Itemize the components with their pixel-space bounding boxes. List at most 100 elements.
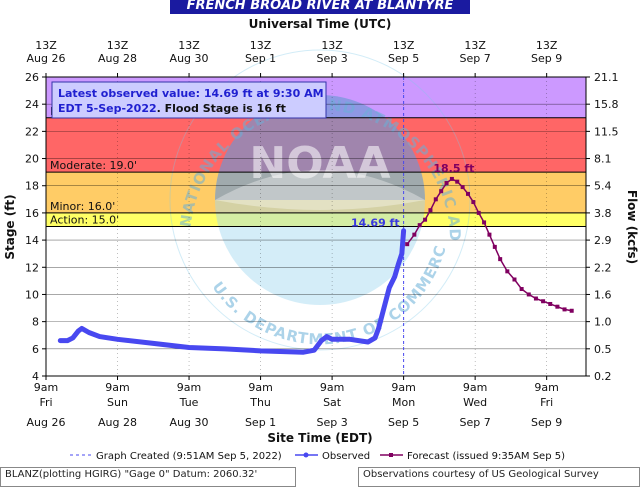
- info-line-1: Latest observed value: 14.69 ft at 9:30 …: [58, 87, 324, 100]
- forecast-point: [455, 179, 460, 184]
- info-line-2: EDT 5-Sep-2022. Flood Stage is 16 ft: [58, 102, 286, 115]
- top-tick-time: 13Z: [321, 39, 343, 52]
- band-label-action: Action: 15.0': [50, 214, 119, 227]
- band-minor: [46, 172, 586, 213]
- legend-forecast-marker: [389, 453, 393, 457]
- forecast-point: [505, 269, 510, 274]
- x-tick-time: 9am: [534, 381, 558, 394]
- x-tick-day: Mon: [392, 396, 415, 409]
- x-tick-date: Aug 30: [170, 416, 209, 429]
- legend-forecast-label: Forecast (issued 9:35AM Sep 5): [407, 451, 565, 462]
- right-tick-label: 11.5: [594, 125, 619, 138]
- band-label-moderate: Moderate: 19.0': [50, 159, 137, 172]
- forecast-peak-label: 18.5 ft: [433, 162, 474, 175]
- legend: Graph Created (9:51AM Sep 5, 2022) Obser…: [70, 451, 565, 462]
- y-tick-label: 6: [32, 343, 39, 356]
- footer-courtesy: Observations courtesy of US Geological S…: [358, 467, 640, 487]
- watermark-wave: [215, 170, 425, 210]
- right-tick-label: 1.0: [594, 316, 612, 329]
- x-tick-day: Wed: [463, 396, 487, 409]
- top-tick-date: Aug 30: [170, 52, 209, 65]
- info-box: [51, 81, 327, 119]
- top-tick-date: Sep 5: [388, 52, 419, 65]
- right-axis-title: Flow (kcfs): [625, 190, 639, 264]
- title-banner: [170, 0, 470, 14]
- top-tick-time: 13Z: [107, 39, 129, 52]
- band-action: [46, 212, 586, 227]
- top-tick-time: 13Z: [35, 39, 57, 52]
- forecast-point: [423, 217, 428, 222]
- left-axis-title: Stage (ft): [3, 194, 17, 259]
- top-tick-time: 13Z: [250, 39, 272, 52]
- x-tick-date: Sep 1: [245, 416, 276, 429]
- forecast-point: [562, 307, 567, 312]
- x-tick-day: Fri: [39, 396, 52, 409]
- forecast-point: [482, 220, 487, 225]
- y-tick-label: 16: [25, 207, 39, 220]
- y-tick-label: 12: [25, 261, 39, 274]
- top-tick-date: Aug 28: [98, 52, 137, 65]
- y-tick-label: 26: [25, 71, 39, 84]
- forecast-point: [439, 189, 444, 194]
- plot-frame: [45, 76, 587, 377]
- right-tick-label: 1.6: [594, 288, 612, 301]
- top-tick-date: Aug 26: [27, 52, 66, 65]
- band-label-minor: Minor: 16.0': [50, 200, 115, 213]
- forecast-point: [498, 257, 503, 262]
- y-tick-label: 24: [25, 98, 39, 111]
- forecast-point: [548, 301, 553, 306]
- y-tick-label: 4: [32, 370, 39, 383]
- x-tick-date: Sep 3: [316, 416, 347, 429]
- top-tick-time: 13Z: [464, 39, 486, 52]
- forecast-point: [476, 210, 481, 215]
- forecast-point: [428, 208, 433, 213]
- forecast-point: [492, 244, 497, 249]
- x-tick-time: 9am: [105, 381, 129, 394]
- y-tick-label: 18: [25, 180, 39, 193]
- x-tick-date: Aug 26: [27, 416, 66, 429]
- forecast-point: [460, 185, 465, 190]
- chart-title: FRENCH BROAD RIVER AT BLANTYRE: [187, 0, 454, 13]
- x-tick-date: Sep 7: [460, 416, 491, 429]
- legend-created-label: Graph Created (9:51AM Sep 5, 2022): [96, 451, 282, 462]
- forecast-point: [533, 296, 538, 301]
- right-tick-label: 2.9: [594, 234, 612, 247]
- forecast-point: [405, 242, 410, 247]
- watermark-ring-outer: [169, 49, 471, 351]
- watermark-disc: [215, 95, 425, 305]
- forecast-point: [433, 197, 438, 202]
- x-tick-date: Sep 9: [531, 416, 562, 429]
- top-tick-date: Sep 1: [245, 52, 276, 65]
- x-tick-day: Sun: [107, 396, 128, 409]
- watermark-bird-half: [215, 95, 425, 200]
- y-tick-label: 14: [25, 234, 39, 247]
- forecast-point: [541, 299, 546, 304]
- top-tick-date: Sep 9: [531, 52, 562, 65]
- right-tick-label: 0.5: [594, 343, 612, 356]
- x-tick-date: Aug 28: [98, 416, 137, 429]
- top-tick-time: 13Z: [393, 39, 415, 52]
- forecast-point: [412, 232, 417, 237]
- right-tick-label: 2.2: [594, 261, 612, 274]
- bottom-axis-title: Site Time (EDT): [267, 431, 372, 445]
- y-tick-label: 10: [25, 288, 39, 301]
- top-tick-time: 13Z: [536, 39, 558, 52]
- x-tick-time: 9am: [248, 381, 272, 394]
- y-tick-label: 22: [25, 125, 39, 138]
- x-tick-time: 9am: [463, 381, 487, 394]
- x-tick-date: Sep 5: [388, 416, 419, 429]
- right-tick-label: 21.1: [594, 71, 619, 84]
- forecast-point: [465, 191, 470, 196]
- forecast-point: [487, 232, 492, 237]
- watermark-center-text: NOAA: [249, 138, 390, 189]
- top-tick-date: Sep 7: [460, 52, 491, 65]
- right-tick-label: 0.2: [594, 370, 612, 383]
- y-tick-label: 8: [32, 316, 39, 329]
- observed-line: [57, 228, 407, 355]
- y-tick-label: 20: [25, 153, 39, 166]
- band-moderate: [46, 117, 586, 173]
- right-tick-label: 5.4: [594, 180, 612, 193]
- forecast-point: [444, 181, 449, 186]
- forecast-point: [569, 308, 574, 313]
